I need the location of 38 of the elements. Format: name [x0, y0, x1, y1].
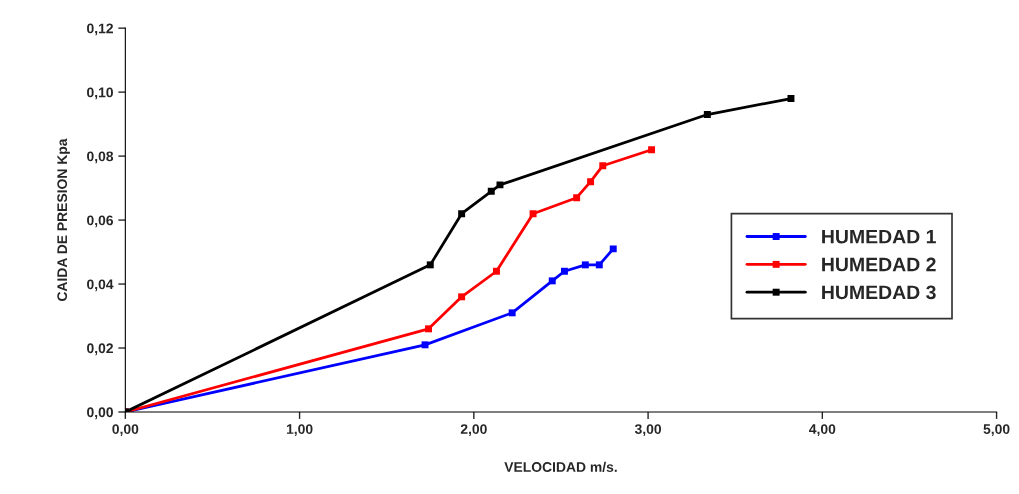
point: [573, 194, 581, 202]
x-tick-label: 5,00: [983, 424, 1010, 437]
point: [599, 162, 607, 170]
point: [560, 267, 568, 275]
legend-label: HUMEDAD 1: [822, 229, 936, 244]
y-tick-label: 0,08: [87, 151, 114, 164]
y-axis-title: CAIDA DE PRESION Kpa: [57, 138, 70, 302]
legend-label: HUMEDAD 2: [822, 257, 936, 272]
y-tick-label: 0,02: [87, 343, 113, 356]
x-axis-title: VELOCIDAD m/s.: [504, 461, 617, 473]
y-tick-label: 0,00: [87, 407, 113, 420]
point: [703, 111, 711, 118]
point: [426, 261, 434, 269]
point: [787, 95, 795, 102]
y-tick-label: 0,10: [87, 87, 113, 100]
point: [421, 341, 429, 349]
point: [487, 187, 495, 195]
point: [581, 261, 589, 269]
y-tick-label: 0,04: [87, 279, 114, 292]
y-tick-label: 0,12: [87, 23, 113, 36]
point: [548, 277, 556, 285]
point: [609, 245, 617, 253]
y-tick-label: 0,06: [87, 215, 114, 228]
point: [508, 309, 516, 317]
point: [425, 325, 432, 333]
point: [458, 293, 466, 301]
x-tick-label: 4,00: [809, 424, 836, 437]
x-tick-label: 3,00: [634, 424, 662, 437]
point: [595, 261, 603, 269]
x-tick-label: 1,00: [286, 424, 313, 437]
point: [648, 146, 656, 154]
point: [493, 267, 500, 275]
point: [529, 210, 537, 218]
point: [458, 210, 466, 218]
legend-label: HUMEDAD 3: [822, 285, 936, 300]
x-tick-label: 0,00: [112, 424, 139, 437]
x-tick-label: 2,00: [460, 424, 487, 437]
point: [587, 178, 595, 186]
